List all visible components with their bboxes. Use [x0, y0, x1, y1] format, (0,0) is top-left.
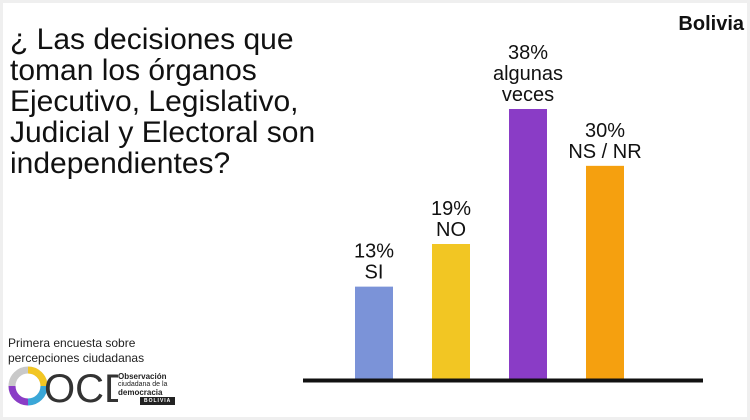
ocd-logo-mark: OCD [8, 366, 118, 408]
bar-value-label: 30% [585, 120, 625, 142]
bar-ns-nr [586, 165, 624, 379]
logo-line: ciudadana de la [118, 381, 168, 388]
logo-line: Observación [118, 372, 167, 381]
survey-caption: Primera encuesta sobre percepciones ciud… [8, 336, 144, 366]
logo-mark-text: OCD [44, 367, 118, 408]
logo-ring-icon [8, 366, 48, 406]
survey-caption-line: Primera encuesta sobre [8, 336, 136, 350]
bar-algunas-veces [509, 109, 547, 379]
bar-category-label: veces [502, 84, 554, 106]
logo-line: democracia [118, 388, 163, 397]
bar-no [432, 244, 470, 379]
question-line: Ejecutivo, Legislativo, [10, 85, 299, 118]
bar-value-label: 38% [508, 42, 548, 64]
question-line: ¿ Las decisiones que [10, 23, 294, 56]
country-label: Bolivia [678, 13, 744, 35]
bar-value-label: 19% [431, 198, 471, 220]
question-line: Judicial y Electoral son [10, 116, 316, 149]
bar-value-label: 13% [354, 241, 394, 263]
bar-category-label: NS / NR [568, 141, 641, 163]
logo-tag: BOLIVIA [140, 397, 176, 405]
ocd-logo: OCD Observación ciudadana de la democrac… [6, 364, 196, 410]
logo-text: Observación ciudadana de la democracia B… [118, 372, 176, 405]
question-line: toman los órganos [10, 54, 257, 87]
question-title: ¿ Las decisiones que toman los órganos E… [10, 24, 350, 179]
question-line: independientes? [10, 147, 231, 180]
survey-caption-line: percepciones ciudadanas [8, 351, 145, 365]
bar-si [355, 286, 393, 379]
bar-category-label: algunas [493, 63, 563, 85]
bar-category-label: SI [365, 262, 384, 284]
bar-category-label: NO [436, 219, 466, 241]
